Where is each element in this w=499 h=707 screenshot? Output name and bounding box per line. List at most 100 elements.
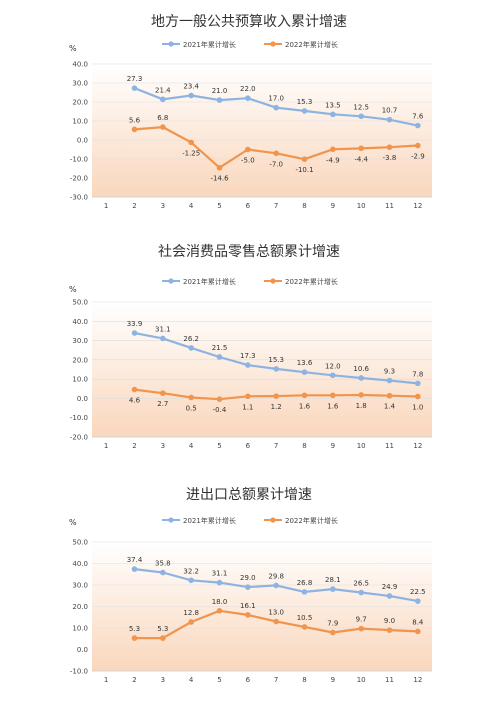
data-label: 8.4 bbox=[412, 618, 424, 626]
x-tick-label: 10 bbox=[357, 676, 366, 684]
x-tick-label: 6 bbox=[246, 676, 251, 684]
series-2021-point bbox=[386, 116, 393, 123]
data-label: -14.6 bbox=[210, 175, 229, 183]
y-unit-label: % bbox=[69, 285, 77, 294]
x-tick-label: 6 bbox=[246, 442, 251, 450]
series-2021-point bbox=[358, 589, 364, 596]
y-tick-label: 50.0 bbox=[72, 539, 88, 547]
data-label: 29.8 bbox=[268, 572, 284, 580]
data-label: 5.6 bbox=[129, 116, 141, 124]
series-2022-point bbox=[160, 124, 166, 130]
legend-marker-2022 bbox=[270, 278, 276, 284]
data-label: 0.5 bbox=[186, 404, 197, 412]
data-label: 24.9 bbox=[382, 583, 398, 591]
data-label: -4.4 bbox=[354, 155, 368, 163]
chart-panel-1: 地方一般公共预算收入累计增速 % 2021年累计增长 2022年累计增长 40.… bbox=[69, 14, 432, 210]
x-tick-label: 7 bbox=[274, 202, 278, 210]
data-label: 22.5 bbox=[410, 588, 426, 596]
y-tick-label: -20.0 bbox=[70, 434, 88, 442]
series-2021-point bbox=[301, 589, 308, 595]
series-2021-point bbox=[386, 377, 393, 384]
series-2021-point bbox=[188, 92, 194, 99]
series-2021-point bbox=[301, 108, 308, 114]
y-tick-label: 30.0 bbox=[72, 337, 88, 345]
chart-title: 地方一般公共预算收入累计增速 bbox=[151, 14, 347, 30]
data-label: 2.7 bbox=[157, 400, 168, 408]
series-2021-point bbox=[415, 598, 421, 604]
data-label: 29.0 bbox=[240, 574, 256, 582]
series-2022-point bbox=[160, 390, 166, 397]
series-2022-point bbox=[131, 126, 138, 133]
series-2022-point bbox=[301, 392, 308, 399]
data-label: 15.3 bbox=[268, 356, 284, 364]
series-2021-point bbox=[131, 85, 138, 91]
data-label: 16.1 bbox=[240, 602, 256, 610]
x-tick-label: 7 bbox=[274, 442, 278, 450]
plot-background bbox=[92, 64, 432, 197]
x-tick-label: 9 bbox=[331, 676, 335, 684]
legend-marker-2021 bbox=[168, 278, 174, 284]
y-tick-label: 20.0 bbox=[72, 603, 88, 611]
chart-panel-3: 进出口总额累计增速 % 2021年累计增长 2022年累计增长 50.040.0… bbox=[69, 487, 432, 684]
data-label: 35.8 bbox=[155, 560, 171, 568]
plot-background bbox=[92, 302, 432, 437]
x-tick-label: 12 bbox=[413, 202, 422, 210]
y-tick-label: 10.0 bbox=[72, 625, 88, 633]
data-label: 1.6 bbox=[327, 402, 339, 410]
y-tick-label: -30.0 bbox=[70, 194, 88, 202]
data-label: 12.0 bbox=[325, 362, 341, 370]
x-tick-label: 6 bbox=[246, 202, 251, 210]
plot-area: 50.040.030.020.010.00.0-10.01 2 3 4 5 6 7 8 9 10 1… bbox=[70, 539, 432, 684]
x-tick-label: 2 bbox=[132, 202, 136, 210]
data-label: -0.4 bbox=[213, 406, 227, 414]
data-label: -4.9 bbox=[326, 156, 340, 164]
series-2022-point bbox=[131, 635, 138, 641]
data-label: 1.6 bbox=[299, 402, 311, 410]
legend-label-2021: 2021年累计增长 bbox=[183, 277, 236, 286]
series-2022-point bbox=[358, 392, 364, 398]
y-tick-label: 10.0 bbox=[72, 376, 88, 384]
y-unit-label: % bbox=[69, 518, 77, 527]
x-tick-label: 10 bbox=[357, 202, 366, 210]
y-tick-label: 40.0 bbox=[72, 318, 88, 326]
series-2022-point bbox=[301, 156, 308, 162]
data-label: 12.5 bbox=[353, 103, 369, 111]
series-2022-point bbox=[273, 150, 279, 157]
series-2021-point bbox=[216, 354, 223, 360]
data-label: 22.0 bbox=[240, 85, 256, 93]
series-2021-point bbox=[245, 95, 251, 101]
series-2021-point bbox=[245, 362, 251, 368]
x-tick-label: 4 bbox=[189, 676, 194, 684]
y-tick-label: -10.0 bbox=[70, 414, 88, 422]
series-2022-point bbox=[273, 393, 279, 399]
data-label: 13.5 bbox=[325, 101, 341, 109]
data-label: 21.4 bbox=[155, 86, 171, 94]
series-2021-point bbox=[273, 582, 279, 589]
series-2021-point bbox=[216, 97, 223, 103]
series-2021-point bbox=[188, 577, 194, 584]
legend: 2021年累计增长 2022年累计增长 bbox=[162, 516, 338, 525]
data-label: 9.0 bbox=[384, 617, 395, 625]
plot-area: 50.040.030.020.010.00.0-10.0-20.01 2 3 4 5 6 7… bbox=[70, 299, 432, 450]
x-tick-label: 11 bbox=[385, 442, 394, 450]
y-tick-label: -10.0 bbox=[70, 668, 88, 676]
series-2022-point bbox=[216, 396, 223, 403]
series-2021-point bbox=[273, 366, 279, 372]
series-2021-point bbox=[330, 586, 336, 592]
y-tick-label: 40.0 bbox=[72, 560, 88, 568]
data-label: 1.8 bbox=[356, 402, 367, 410]
data-label: 37.4 bbox=[127, 556, 143, 564]
series-2022-point bbox=[415, 393, 421, 400]
legend-label-2022: 2022年累计增长 bbox=[285, 40, 338, 49]
legend-label-2022: 2022年累计增长 bbox=[285, 277, 338, 286]
legend-marker-2021 bbox=[168, 517, 174, 523]
series-2022-point bbox=[273, 618, 279, 625]
y-tick-label: 0.0 bbox=[77, 137, 88, 145]
x-tick-label: 8 bbox=[302, 202, 306, 210]
y-tick-label: 40.0 bbox=[72, 61, 88, 69]
x-tick-label: 12 bbox=[413, 442, 422, 450]
plot-area: 40.030.020.010.00.0-10.0-20.0-30.01 2 3 4 5 6… bbox=[70, 61, 432, 210]
series-2022-point bbox=[330, 629, 336, 636]
x-tick-label: 2 bbox=[132, 676, 136, 684]
x-tick-label: 3 bbox=[161, 442, 165, 450]
